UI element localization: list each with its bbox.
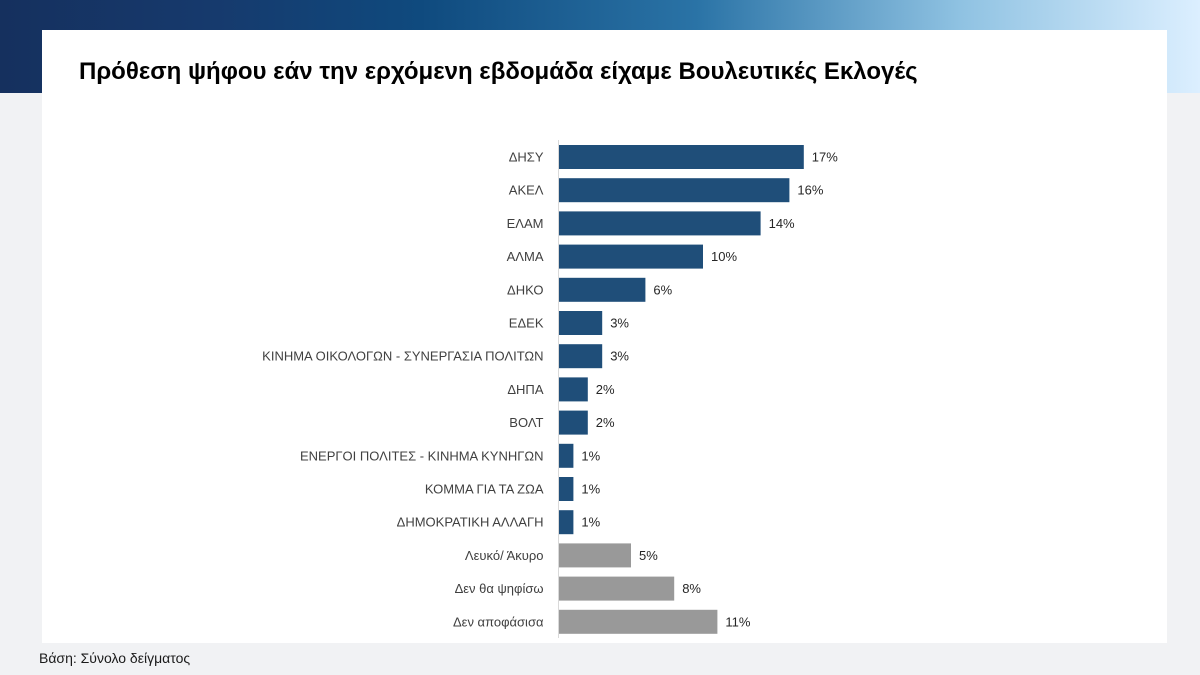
data-label: 2% (596, 415, 615, 430)
bar (559, 277, 646, 302)
category-label: ΔΗΜΟΚΡΑΤΙΚΗ ΑΛΛΑΓΗ (397, 515, 544, 530)
bar (559, 576, 675, 601)
category-label: ΚΙΝΗΜΑ ΟΙΚΟΛΟΓΩΝ - ΣΥΝΕΡΓΑΣΙΑ ΠΟΛΙΤΩΝ (262, 349, 543, 364)
bar (559, 510, 574, 535)
bar (559, 311, 603, 335)
bar (559, 211, 761, 236)
bar (559, 410, 588, 435)
data-label: 10% (711, 249, 737, 264)
category-label: ΔΗΚΟ (507, 282, 543, 297)
data-label: 16% (797, 183, 823, 198)
bar (559, 609, 718, 634)
category-label: Δεν αποφάσισα (453, 614, 544, 629)
category-label: ΔΗΠΑ (507, 382, 543, 397)
footnote: Βάση: Σύνολο δείγματος (39, 650, 191, 666)
bar (559, 244, 703, 269)
bar (559, 443, 574, 468)
data-label: 1% (581, 448, 600, 463)
data-label: 14% (769, 216, 795, 231)
category-label: Λευκό/ Άκυρο (465, 548, 544, 563)
category-label: ΕΛΑΜ (507, 216, 544, 231)
data-label: 3% (610, 316, 629, 331)
data-label: 5% (639, 548, 658, 563)
category-label: ΔΗΣΥ (509, 150, 544, 165)
category-label: ΑΛΜΑ (507, 249, 544, 264)
chart-title: Πρόθεση ψήφου εάν την ερχόμενη εβδομάδα … (79, 58, 918, 85)
category-label: ΒΟΛΤ (509, 415, 543, 430)
bar (559, 377, 588, 402)
data-label: 17% (812, 150, 838, 165)
data-label: 3% (610, 349, 629, 364)
data-label: 11% (725, 614, 750, 629)
category-label: Δεν θα ψηφίσω (455, 581, 544, 596)
bar (559, 178, 790, 203)
data-label: 6% (653, 282, 672, 297)
data-label: 1% (581, 515, 600, 530)
bar (559, 344, 603, 369)
category-label: ΑΚΕΛ (509, 183, 544, 198)
data-label: 1% (581, 482, 600, 497)
chart-panel (42, 30, 1167, 643)
bar (559, 543, 631, 568)
bar (559, 145, 804, 169)
data-label: 2% (596, 382, 615, 397)
category-label: ΕΔΕΚ (509, 316, 544, 331)
bar (559, 477, 574, 501)
category-label: ΚΟΜΜΑ ΓΙΑ ΤΑ ΖΩΑ (425, 482, 544, 497)
category-label: ΕΝΕΡΓΟΙ ΠΟΛΙΤΕΣ - ΚΙΝΗΜΑ ΚΥΝΗΓΩΝ (300, 448, 544, 463)
data-label: 8% (682, 581, 701, 596)
